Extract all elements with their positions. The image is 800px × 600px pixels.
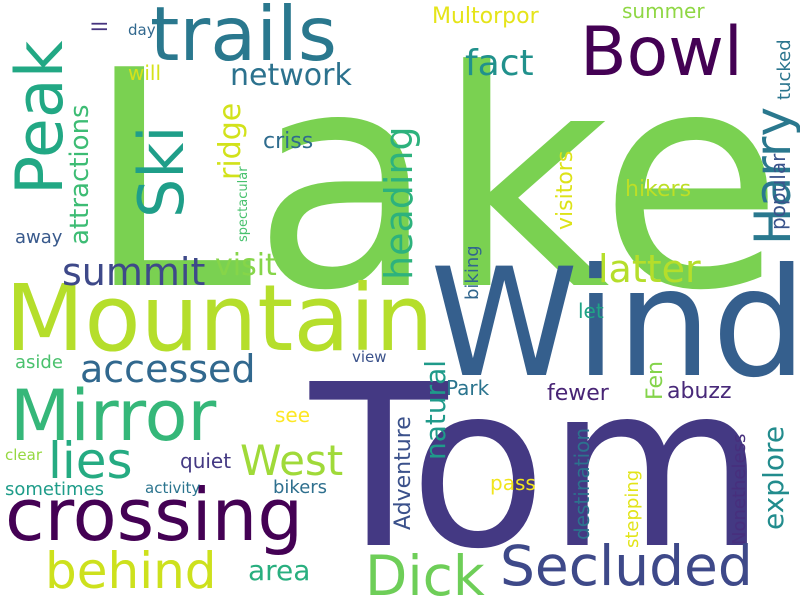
word-destination: destination [570, 428, 594, 540]
word-area: area [248, 554, 310, 587]
word-tom: Tom [309, 337, 766, 599]
word-fact: fact [465, 43, 534, 84]
word-nonetheless: Nonetheless [729, 434, 750, 545]
word-stepping: stepping [622, 470, 643, 548]
word-criss: criss [263, 129, 313, 154]
word-summer: summer [622, 0, 705, 23]
word-lake: Lake [85, 7, 784, 356]
word-view: view [352, 348, 387, 366]
word-abuzz: abuzz [667, 379, 732, 404]
word-west: West [240, 436, 343, 485]
word-day: day [128, 21, 156, 39]
word-ridge: ridge [213, 103, 248, 180]
word-bowl: Bowl [580, 13, 743, 92]
word-dick: Dick [365, 544, 485, 600]
word-wind: Wind [430, 237, 800, 411]
word-hikers: hikers [625, 177, 691, 202]
word-crossing: crossing [5, 473, 303, 557]
word-harry: Harry [744, 107, 800, 245]
word-attractions: attractions [65, 104, 95, 245]
word-heading: heading [377, 126, 421, 280]
word-adventure: Adventure [391, 416, 416, 530]
word-sometimes: sometimes [5, 479, 104, 500]
word-biking: biking [462, 245, 483, 300]
word-accessed: accessed [80, 347, 256, 391]
word-visitors: visitors [553, 151, 578, 230]
word-multorpor: Multorpor [432, 4, 540, 29]
word-natural: natural [419, 360, 452, 460]
word-park: Park [446, 376, 490, 400]
word-pass: pass [490, 471, 536, 495]
word-aside: aside [15, 352, 63, 373]
word-popular: popular [766, 153, 790, 230]
word-summit: summit [62, 250, 205, 294]
word-mirror: Mirror [10, 375, 216, 457]
word-fewer: fewer [547, 381, 610, 406]
word-see: see [275, 403, 310, 427]
word-behind: behind [45, 542, 217, 600]
word-explore: explore [757, 426, 790, 530]
word-bikers: bikers [273, 477, 327, 498]
word-will: will [128, 61, 161, 85]
word-mountain: Mountain [5, 265, 434, 372]
word-trails: trails [150, 0, 337, 78]
word-secluded: Secluded [500, 534, 753, 598]
word-ll: ll [88, 21, 112, 32]
word-tucked: tucked [774, 39, 795, 100]
word-quiet: quiet [180, 449, 231, 473]
word-activity: activity [145, 479, 200, 497]
word-ski: Ski [125, 126, 198, 219]
word-peak: Peak [3, 40, 78, 195]
word-visit: visit [215, 248, 277, 283]
word-away: away [15, 227, 63, 248]
word-clear: clear [5, 446, 43, 464]
word-latter: latter [598, 247, 701, 291]
word-fen: Fen [643, 361, 668, 400]
word-lies: lies [48, 432, 133, 490]
word-network: network [230, 58, 352, 93]
word-spectacular: spectacular [236, 166, 251, 242]
word-let: let [578, 299, 604, 323]
